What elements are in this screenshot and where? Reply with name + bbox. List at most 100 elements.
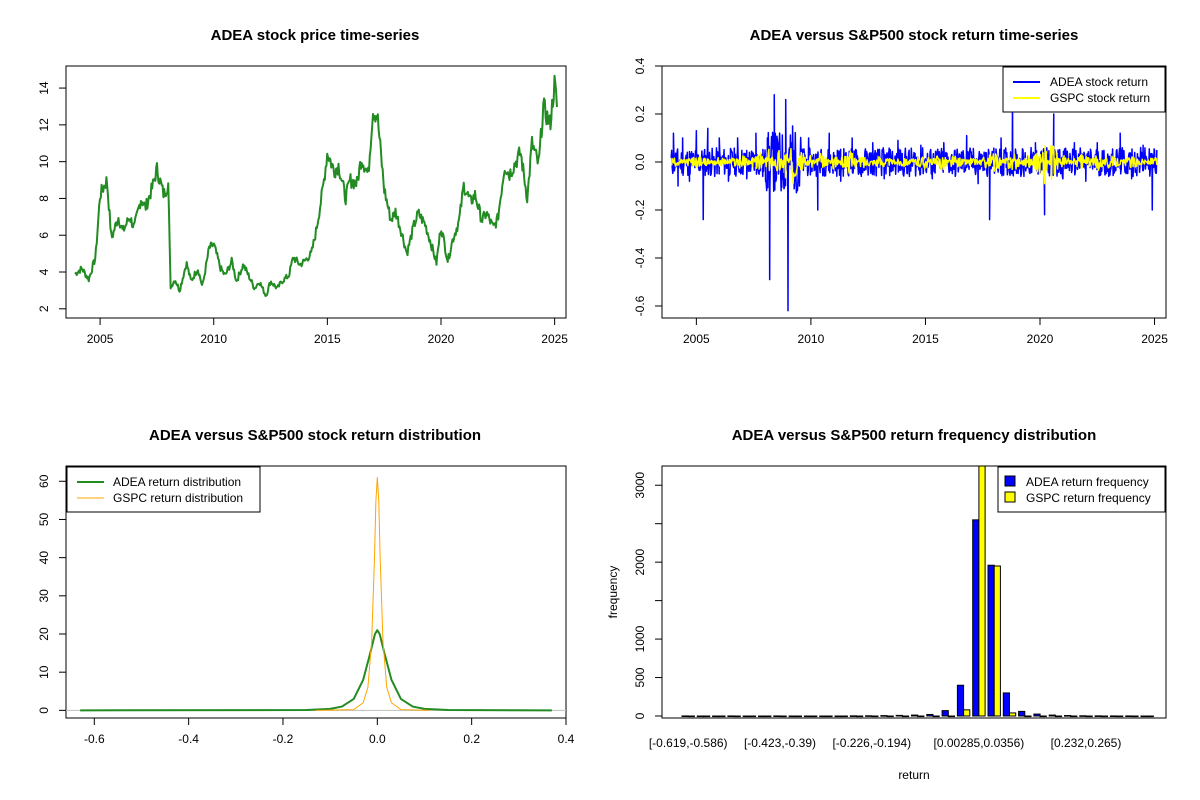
gspc-frequency-bar bbox=[856, 715, 864, 718]
y-tick-label: 10 bbox=[37, 665, 51, 679]
y-tick-label: 30 bbox=[37, 589, 51, 603]
y-tick-label: 4 bbox=[37, 268, 51, 275]
adea-frequency-bar bbox=[1094, 715, 1102, 717]
price-chart-ticks: 2005 2010 2015 2020 2025 2 4 6 8 10 12 14 bbox=[37, 81, 568, 346]
x-tick-label: 2005 bbox=[87, 332, 114, 346]
y-tick-label: 3000 bbox=[633, 472, 647, 499]
gspc-frequency-bar bbox=[733, 715, 741, 718]
legend-label-adea-density: ADEA return distribution bbox=[113, 475, 241, 489]
y-tick-label: 0.2 bbox=[633, 105, 647, 122]
adea-frequency-bar bbox=[1002, 692, 1010, 717]
adea-frequency-bar bbox=[803, 715, 812, 718]
x-tick-label: [-0.226,-0.194) bbox=[832, 736, 911, 750]
price-chart: ADEA stock price time-series 2005 2010 201… bbox=[37, 27, 568, 346]
gspc-frequency-bar bbox=[1100, 715, 1109, 718]
gspc-frequency-bar bbox=[764, 715, 772, 718]
adea-frequency-bar bbox=[911, 714, 919, 717]
adea-frequency-bar bbox=[1048, 714, 1056, 717]
y-tick-label: 40 bbox=[37, 551, 51, 565]
return-frequency-frame bbox=[661, 465, 1167, 719]
y-tick-label: 2000 bbox=[633, 548, 647, 575]
return-frequency-ticks: 0 500 1000 2000 3000 [-0.619,-0.586) [-0.423,-… bbox=[633, 472, 1121, 750]
gspc-frequency-bar bbox=[886, 715, 894, 718]
x-tick-label: -0.2 bbox=[273, 732, 294, 746]
return-timeseries-chart: ADEA versus S&P500 stock return time-ser… bbox=[633, 27, 1168, 346]
adea-frequency-bar bbox=[972, 519, 980, 717]
adea-frequency-bar bbox=[956, 684, 965, 717]
adea-frequency-bar bbox=[819, 715, 827, 718]
gspc-frequency-bar bbox=[825, 715, 833, 718]
return-timeseries-title: ADEA versus S&P500 stock return time-ser… bbox=[750, 27, 1079, 44]
x-tick-label: 2020 bbox=[428, 332, 455, 346]
y-tick-label: -0.4 bbox=[633, 247, 647, 268]
x-tick-label: 2025 bbox=[1141, 332, 1168, 346]
return-distribution-frame bbox=[65, 465, 567, 719]
y-tick-label: 12 bbox=[37, 118, 51, 132]
adea-frequency-bar bbox=[941, 710, 949, 717]
x-tick-label: 2015 bbox=[314, 332, 341, 346]
x-tick-label: 0.0 bbox=[369, 732, 386, 746]
y-tick-label: 2 bbox=[37, 305, 51, 312]
return-distribution-title: ADEA versus S&P500 stock return distribu… bbox=[149, 427, 481, 444]
gspc-frequency-bar bbox=[871, 715, 879, 718]
adea-frequency-bar bbox=[895, 714, 903, 717]
gspc-frequency-bar bbox=[1009, 712, 1017, 717]
adea-frequency-bar bbox=[1018, 710, 1026, 717]
adea-frequency-bar bbox=[1079, 715, 1087, 717]
gspc-frequency-bar bbox=[1131, 715, 1139, 718]
legend-swatch-adea-frequency bbox=[1004, 475, 1016, 487]
x-tick-label: [0.00285,0.0356) bbox=[934, 736, 1025, 750]
y-tick-label: 14 bbox=[37, 81, 51, 95]
adea-density-line bbox=[80, 629, 552, 712]
x-tick-label: [-0.619,-0.586) bbox=[649, 736, 728, 750]
y-tick-label: 8 bbox=[37, 195, 51, 202]
y-tick-label: 0 bbox=[37, 707, 51, 714]
gspc-frequency-bar bbox=[779, 715, 787, 718]
adea-frequency-bar bbox=[1064, 715, 1072, 717]
return-frequency-chart: ADEA versus S&P500 return frequency dist… bbox=[606, 427, 1167, 782]
gspc-return-line bbox=[670, 144, 1158, 185]
gspc-frequency-bar bbox=[932, 715, 940, 718]
legend-box bbox=[1002, 66, 1166, 113]
return-timeseries-marks bbox=[670, 94, 1158, 312]
adea-return-line bbox=[670, 94, 1158, 312]
return-timeseries-ticks: 2005 2010 2015 2020 2025 -0.6 -0.4 -0.2 0.0 0.2 0.… bbox=[633, 57, 1168, 346]
adea-frequency-bar bbox=[880, 715, 888, 717]
y-axis-label: frequency bbox=[606, 566, 620, 619]
y-tick-label: 50 bbox=[37, 512, 51, 526]
x-tick-label: [0.232,0.265) bbox=[1051, 736, 1122, 750]
gspc-frequency-bar bbox=[794, 715, 802, 718]
y-tick-label: 6 bbox=[37, 232, 51, 239]
adea-frequency-bar bbox=[1033, 713, 1041, 717]
y-tick-label: 20 bbox=[37, 627, 51, 641]
return-distribution-marks bbox=[66, 476, 566, 712]
legend-label-gspc-return: GSPC stock return bbox=[1050, 91, 1150, 105]
x-tick-label: 2025 bbox=[541, 332, 568, 346]
legend-label-adea-return: ADEA stock return bbox=[1050, 75, 1148, 89]
y-tick-label: 500 bbox=[633, 667, 647, 687]
gspc-frequency-bar bbox=[748, 715, 757, 718]
x-tick-label: 0.2 bbox=[463, 732, 480, 746]
price-line bbox=[74, 74, 558, 297]
y-tick-label: 0.0 bbox=[633, 153, 647, 170]
adea-frequency-bar bbox=[834, 715, 842, 718]
x-tick-label: 2015 bbox=[912, 332, 939, 346]
legend-box bbox=[997, 466, 1166, 513]
gspc-frequency-bar bbox=[687, 715, 695, 718]
y-tick-label: 10 bbox=[37, 155, 51, 169]
adea-frequency-bar bbox=[987, 564, 995, 717]
return-frequency-marks bbox=[681, 465, 1154, 718]
x-tick-label: 2020 bbox=[1027, 332, 1054, 346]
x-tick-label: 0.4 bbox=[558, 732, 575, 746]
adea-frequency-bar bbox=[773, 715, 781, 718]
gspc-frequency-bar bbox=[1116, 715, 1124, 718]
adea-frequency-bar bbox=[712, 715, 720, 718]
y-tick-label: 1000 bbox=[633, 625, 647, 652]
return-frequency-legend: ADEA return frequency GSPC return freque… bbox=[997, 466, 1166, 513]
adea-frequency-bar bbox=[758, 715, 766, 718]
x-axis-label: return bbox=[898, 768, 929, 782]
gspc-frequency-bar bbox=[1146, 715, 1154, 718]
adea-frequency-bar bbox=[742, 715, 750, 718]
gspc-frequency-bar bbox=[840, 715, 848, 718]
gspc-frequency-bar bbox=[963, 709, 971, 717]
